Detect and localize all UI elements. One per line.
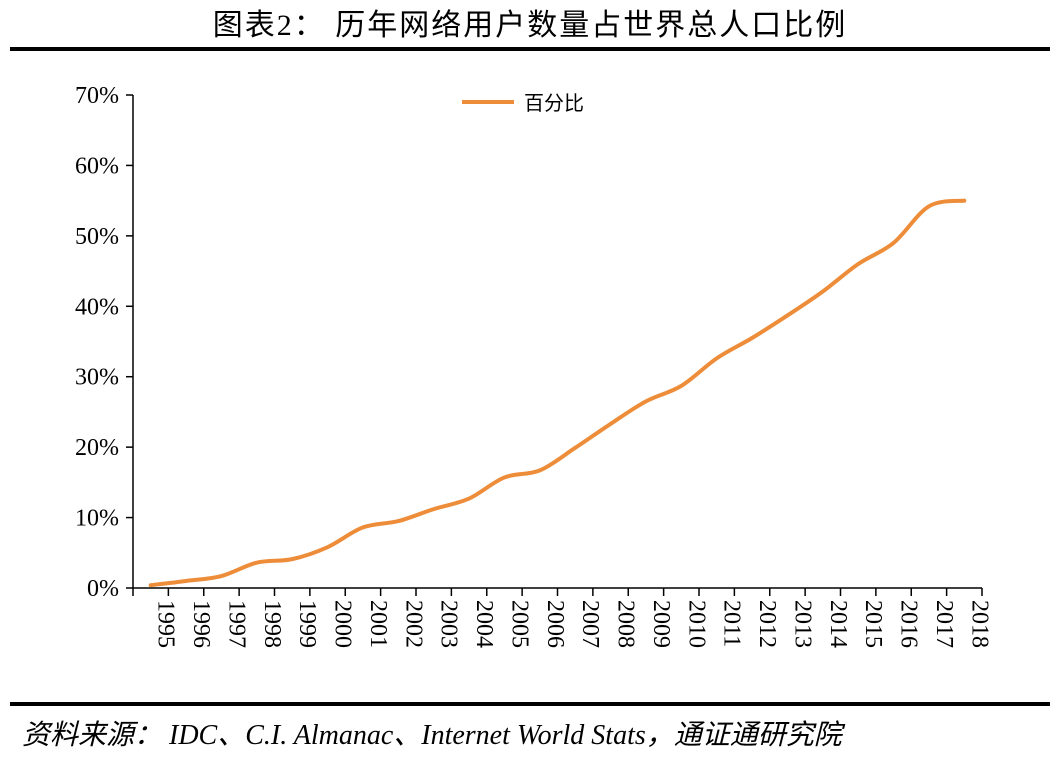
- chart-axes: [132, 95, 982, 589]
- data-point: [787, 315, 788, 316]
- data-point: [752, 337, 753, 338]
- x-tick-label: 2012: [754, 600, 780, 648]
- x-tick-label: 2016: [896, 600, 922, 648]
- data-point: [928, 206, 929, 207]
- data-point: [398, 521, 399, 522]
- x-tick-label: 2014: [825, 600, 851, 648]
- x-tick-label: 2000: [330, 600, 356, 648]
- y-tick-label: 30%: [75, 365, 119, 391]
- data-point: [292, 559, 293, 560]
- data-point: [645, 401, 646, 402]
- chart-title: 图表2： 历年网络用户数量占世界总人口比例: [212, 9, 848, 42]
- data-point: [469, 498, 470, 499]
- x-tick-label: 2015: [860, 600, 886, 648]
- x-tick-label: 2011: [719, 600, 745, 647]
- data-point: [610, 423, 611, 424]
- y-tick-label: 70%: [75, 83, 119, 109]
- data-point: [681, 385, 682, 386]
- x-tick-label: 2001: [365, 600, 391, 648]
- x-tick-label: 1996: [188, 600, 214, 648]
- data-point: [964, 200, 965, 201]
- y-axis-ticks: 0% 10% 20% 30% 40% 50% 60% 70%: [75, 83, 133, 602]
- data-point: [858, 264, 859, 265]
- data-point: [716, 358, 717, 359]
- data-point: [539, 470, 540, 471]
- data-point: [150, 585, 151, 586]
- x-tick-label: 1995: [153, 600, 179, 648]
- y-tick-label: 50%: [75, 224, 119, 250]
- x-tick-label: 2010: [683, 600, 709, 648]
- y-tick-label: 10%: [75, 506, 119, 532]
- x-tick-label: 2002: [400, 600, 426, 648]
- x-tick-label: 1998: [259, 600, 285, 648]
- line-chart: 0% 10% 20% 30% 40% 50% 60% 70% 1995 1996 1997 1998…: [75, 83, 992, 648]
- data-point: [221, 576, 222, 577]
- data-point: [433, 509, 434, 510]
- x-tick-label: 1999: [294, 600, 320, 648]
- x-tick-label: 2007: [577, 600, 603, 648]
- x-tick-label: 2018: [966, 600, 992, 648]
- source-note: 资料来源： IDC、C.I. Almanac、Internet World St…: [22, 720, 842, 751]
- data-point: [186, 580, 187, 581]
- x-tick-label: 2009: [648, 600, 674, 648]
- x-tick-label: 1997: [223, 600, 249, 648]
- data-point: [504, 477, 505, 478]
- data-point: [362, 527, 363, 528]
- legend-label: 百分比: [524, 91, 584, 115]
- y-tick-label: 0%: [87, 576, 119, 602]
- top-rule: [10, 47, 1050, 51]
- x-tick-label: 2005: [506, 600, 532, 648]
- legend: 百分比: [462, 91, 584, 115]
- data-point: [327, 547, 328, 548]
- data-point: [575, 447, 576, 448]
- x-tick-label: 2003: [436, 600, 462, 648]
- data-point: [822, 291, 823, 292]
- series-line: [148, 198, 967, 588]
- y-tick-label: 40%: [75, 294, 119, 320]
- x-tick-label: 2013: [789, 600, 815, 648]
- series-group: [148, 198, 967, 588]
- y-tick-label: 60%: [75, 153, 119, 179]
- data-point: [256, 562, 257, 563]
- x-tick-label: 2017: [931, 600, 957, 648]
- y-tick-label: 20%: [75, 435, 119, 461]
- x-axis-ticks: 1995 1996 1997 1998 1999 2000 2001 2002 2003 2004…: [132, 588, 992, 648]
- bottom-rule: [10, 702, 1050, 706]
- data-point: [893, 242, 894, 243]
- x-tick-label: 2006: [542, 600, 568, 648]
- x-tick-label: 2008: [613, 600, 639, 648]
- x-tick-label: 2004: [471, 600, 497, 648]
